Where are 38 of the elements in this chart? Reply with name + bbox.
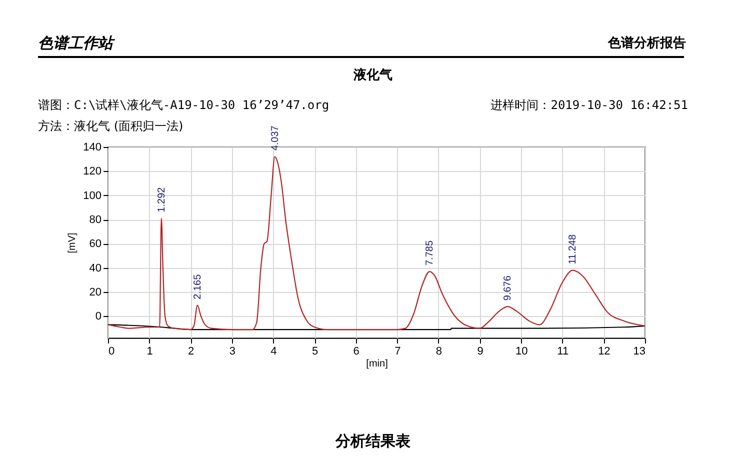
x-tick-label: 12 xyxy=(598,346,610,358)
text: 进样时间：2019-10-30 16:42:51 xyxy=(490,97,688,114)
text: 方法：液化气 (面积归一法) xyxy=(38,118,184,135)
y-tick-label: 40 xyxy=(89,262,102,274)
x-tick-label: 2 xyxy=(188,346,194,358)
x-tick-label: 7 xyxy=(394,346,401,358)
y-tick-label: 80 xyxy=(89,214,102,226)
x-tick-label: 3 xyxy=(229,346,236,358)
annotation: 11.248 xyxy=(568,234,579,264)
text: 分析结果表 xyxy=(336,432,410,451)
text: 谱图：C:\试样\液化气-A19-10-30 16’29’47.org xyxy=(38,97,330,114)
annotation: 9.676 xyxy=(502,275,514,301)
annotation: 2.165 xyxy=(192,274,204,300)
x-tick-label: 11 xyxy=(557,346,569,358)
y-tick-label: 0 xyxy=(95,310,102,323)
y-tick-label: 100 xyxy=(83,190,102,202)
y-tick-label: 140 xyxy=(83,142,102,154)
x-tick-label: 0 xyxy=(108,346,115,358)
x-tick-label: 9 xyxy=(477,346,484,358)
text: 色谱分析报告 xyxy=(608,34,686,52)
text: 色谱工作站 xyxy=(38,34,113,53)
x-tick-label: 6 xyxy=(353,346,360,358)
x-axis-title: [min] xyxy=(366,358,388,370)
annotation: 4.037 xyxy=(270,125,281,151)
line-series xyxy=(108,156,645,330)
x-tick-label: 1 xyxy=(146,346,153,358)
x-tick-label: 4 xyxy=(270,346,277,358)
y-tick-label: 20 xyxy=(89,286,102,299)
y-axis-title: [mV] xyxy=(67,232,78,254)
x-tick-label: 13 xyxy=(633,346,646,358)
chart-title: 液化气 xyxy=(354,66,392,84)
annotation: 1.292 xyxy=(156,186,168,212)
y-tick-label: 60 xyxy=(89,238,102,250)
y-tick-label: 120 xyxy=(83,166,102,178)
x-tick-label: 10 xyxy=(515,346,528,358)
x-tick-label: 8 xyxy=(436,346,442,358)
annotation: 7.785 xyxy=(424,240,436,266)
x-tick-label: 5 xyxy=(312,346,318,358)
